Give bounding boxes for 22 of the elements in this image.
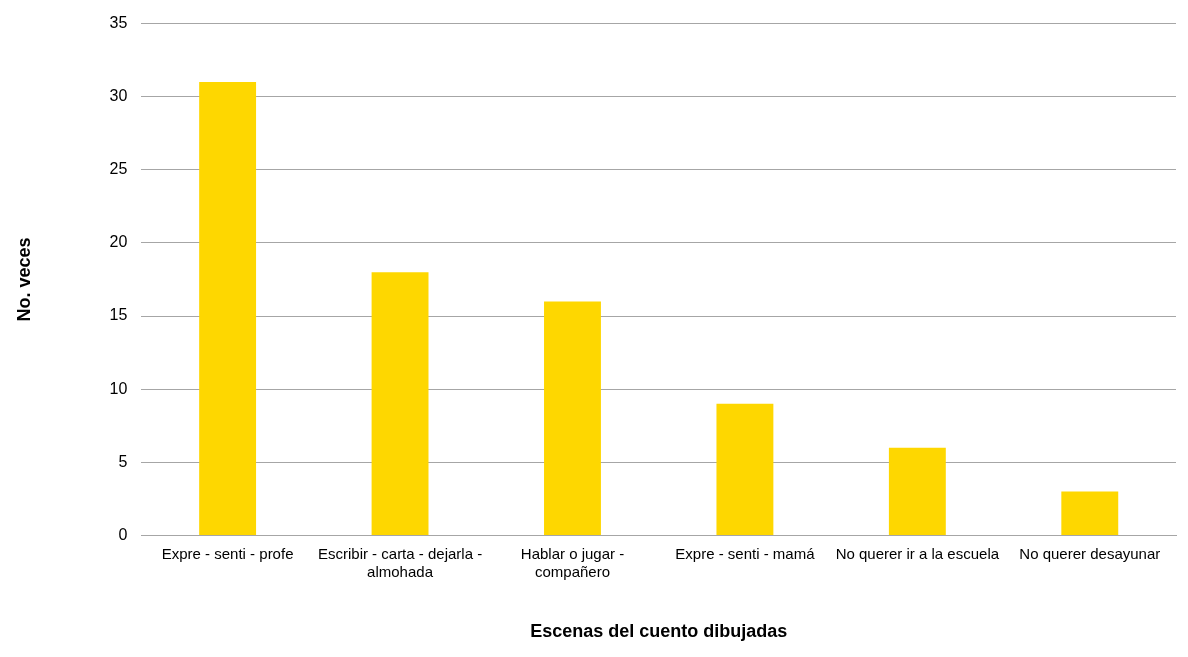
y-tick-label: 5 — [118, 452, 128, 470]
x-tick-label: No querer ir a la escuela — [835, 544, 1000, 562]
y-tick-label: 35 — [109, 14, 128, 32]
x-tick-label: Expre - senti - profe — [161, 544, 294, 562]
bar — [1061, 491, 1119, 535]
bar — [371, 272, 429, 535]
x-axis-title: Escenas del cuento dibujadas — [530, 621, 788, 642]
x-tick-label: Expre - senti - mamá — [675, 544, 816, 562]
bar — [716, 403, 774, 535]
bar — [544, 301, 601, 535]
x-tick-label: Hablar o jugar - compañero — [520, 544, 625, 580]
y-tick-label: 30 — [109, 87, 128, 105]
y-tick-label: 25 — [109, 160, 128, 178]
bar — [888, 447, 946, 535]
y-tick-label: 0 — [118, 525, 128, 543]
x-tick-label: No querer desayunar — [1019, 544, 1161, 562]
y-axis-title: No. veces — [13, 237, 34, 322]
y-tick-label: 15 — [109, 306, 128, 324]
bar — [199, 82, 257, 535]
x-tick-label: Escribir - carta - dejarla - almohada — [317, 544, 483, 580]
y-tick-label: 20 — [109, 233, 128, 251]
y-tick-label: 10 — [109, 379, 128, 397]
